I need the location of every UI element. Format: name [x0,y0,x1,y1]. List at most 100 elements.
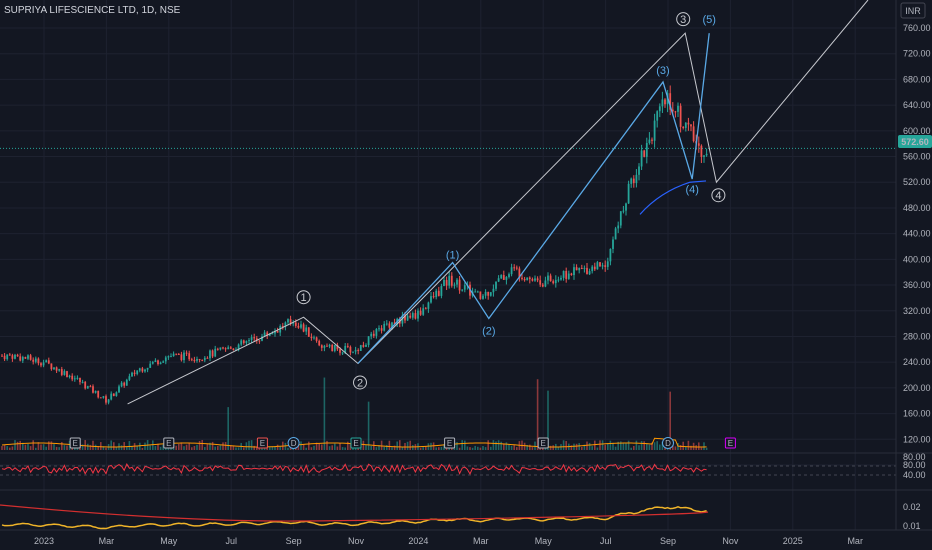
price-tick-label: 120.00 [903,434,931,444]
volume-bar [344,447,346,450]
volume-bar [22,442,24,450]
price-tick-label: 400.00 [903,254,931,264]
candle-body [271,333,274,335]
primary-wave-label: 3 [680,14,686,26]
time-tick-label: Mar [847,536,863,546]
candle-body [172,353,175,357]
candle-body [24,356,27,359]
candle-body [599,262,601,267]
time-tick-label: Nov [348,536,365,546]
volume-bar [370,445,372,450]
price-tick-label: 360.00 [903,280,931,290]
ratio-line [1,505,707,530]
candle-body [487,291,490,296]
candle-body [99,397,102,399]
candle-body [437,290,440,296]
candle-body [544,280,547,287]
candle-body [86,386,89,389]
candle-body [612,239,614,249]
volume-bar [630,447,632,450]
volume-bar [120,445,123,450]
candle-body [300,324,302,328]
candle-body [705,153,708,156]
intermediate-wave-label: (4) [685,184,698,196]
volume-bar [336,446,339,450]
intermediate-wave-label: (5) [702,14,715,26]
candle-body [370,333,373,337]
candle-body [60,369,63,375]
volume-bar [497,440,500,450]
price-tick-label: 240.00 [903,357,931,367]
candle-body [144,369,146,372]
time-tick-label: Nov [722,536,739,546]
candle-body [502,275,505,280]
volume-bar [492,440,495,450]
primary-wave-label: 1 [301,292,307,304]
volume-bar [513,445,515,450]
volume-bar [341,447,344,450]
candle-body [617,225,620,229]
candle-body [206,357,209,359]
candle-body [73,378,76,380]
candle-body [167,356,170,358]
candle-body [14,354,16,359]
volume-bar [661,441,664,450]
volume-bar [318,443,320,450]
candle-body [237,344,240,350]
volume-bar [274,446,276,450]
volume-bar [287,447,289,450]
candle-body [209,350,211,359]
candle-body [614,228,617,240]
candle-body [307,327,310,337]
price-tick-label: 560.00 [903,152,931,162]
time-axis: 2023 Mar May Jul Sep Nov 2024 Mar May Jul Sep Nov 20… [0,529,932,546]
price-tick-label: 600.00 [903,126,931,136]
currency-button[interactable]: INR [900,2,926,19]
volume-bar [219,445,222,450]
candle-body [146,367,149,370]
volume-bar [178,444,180,450]
volume-bar [217,446,219,450]
volume-bar [50,441,53,450]
candle-body [240,340,243,345]
event-marker-label: E [447,439,452,448]
volume-bar [365,445,367,450]
candle-body [671,109,674,112]
chart-title: SUPRIYA LIFESCIENCE LTD, 1D, NSE [4,5,181,16]
volume-bar [201,440,203,450]
candle-body [632,178,635,184]
candle-body [305,327,308,332]
volume-bar [622,442,625,450]
volume-bar [269,447,271,450]
volume-bar [126,446,128,450]
volume-bar [401,446,404,450]
candle-body [71,375,74,380]
volume-bar [500,441,502,450]
primary-wave-line [127,0,869,405]
candle-body [110,393,113,400]
candle-body [453,284,456,286]
candle-body [450,275,453,286]
candle-body [81,381,84,383]
volume-bar [646,443,648,450]
candle-body [123,382,126,386]
volume-bar [305,447,307,450]
candle-body [289,319,292,324]
candle-body [141,368,144,372]
candle-body [601,265,604,267]
candle-body [45,360,48,363]
candle-body [500,275,503,279]
candle-body [419,310,422,315]
candle-body [1,355,3,357]
volume-bar [565,441,567,450]
volume-bar [154,446,157,450]
volume-bar [412,445,414,450]
volume-bar [113,442,115,450]
volume-bar [157,443,159,450]
volume-bar [705,447,708,450]
candle-body [669,93,672,110]
volume-bar [609,440,612,450]
time-tick-label: Sep [286,536,302,546]
